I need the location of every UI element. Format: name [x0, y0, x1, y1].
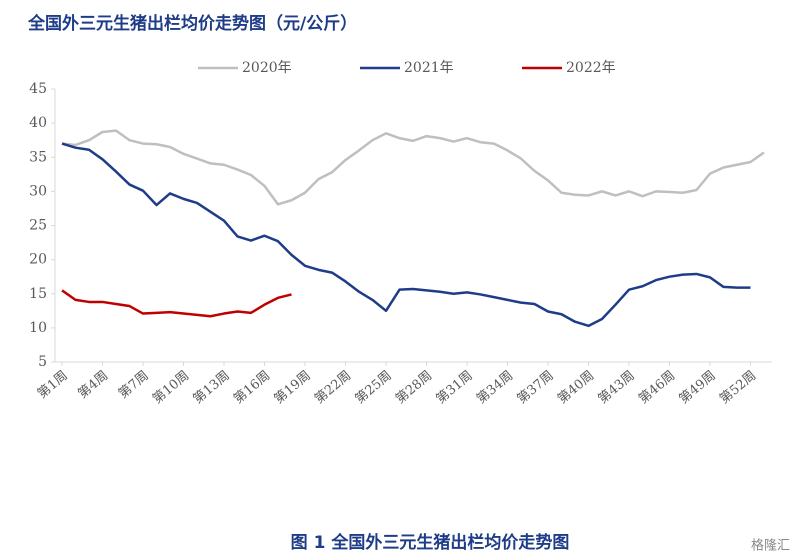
brand: 格隆汇 [751, 538, 790, 554]
x-tick-label: 第52周 [717, 368, 759, 407]
x-tick-label: 第13周 [191, 368, 233, 407]
legend-label: 2020年 [242, 60, 292, 76]
y-tick-label: 45 [29, 81, 47, 97]
x-tick-label: 第28周 [393, 368, 435, 407]
x-tick-label: 第1周 [35, 368, 71, 402]
series-line [61, 129, 765, 206]
legend-label: 2021年 [404, 60, 454, 76]
chart-title: 全国外三元生猪出栏均价走势图（元/公斤） [27, 13, 357, 34]
y-tick-label: 30 [29, 183, 47, 199]
x-tick-label: 第22周 [312, 368, 354, 407]
x-tick-label: 第25周 [353, 368, 395, 407]
x-tick-label: 第7周 [116, 368, 152, 402]
x-tick-label: 第34周 [474, 368, 516, 407]
y-tick-label: 20 [29, 252, 47, 268]
x-tick-label: 第37周 [515, 368, 557, 407]
x-tick-label: 第10周 [150, 368, 192, 407]
x-tick-label: 第16周 [231, 368, 273, 407]
y-tick-label: 10 [29, 320, 47, 336]
series-line [61, 142, 751, 328]
y-tick-label: 35 [29, 149, 47, 165]
y-tick-label: 15 [29, 286, 47, 302]
x-tick-label: 第49周 [677, 368, 719, 407]
y-tick-label: 5 [38, 354, 47, 370]
x-tick-label: 第46周 [636, 368, 678, 407]
x-tick-label: 第31周 [434, 368, 476, 407]
y-tick-label: 25 [29, 218, 47, 234]
x-tick-label: 第4周 [75, 368, 111, 402]
series-line [61, 289, 292, 318]
x-tick-label: 第40周 [555, 368, 597, 407]
legend-label: 2022年 [566, 60, 616, 76]
caption: 图 1 全国外三元生猪出栏均价走势图 [291, 532, 570, 553]
x-tick-label: 第43周 [596, 368, 638, 407]
y-tick-label: 40 [29, 115, 47, 131]
x-tick-label: 第19周 [272, 368, 314, 407]
